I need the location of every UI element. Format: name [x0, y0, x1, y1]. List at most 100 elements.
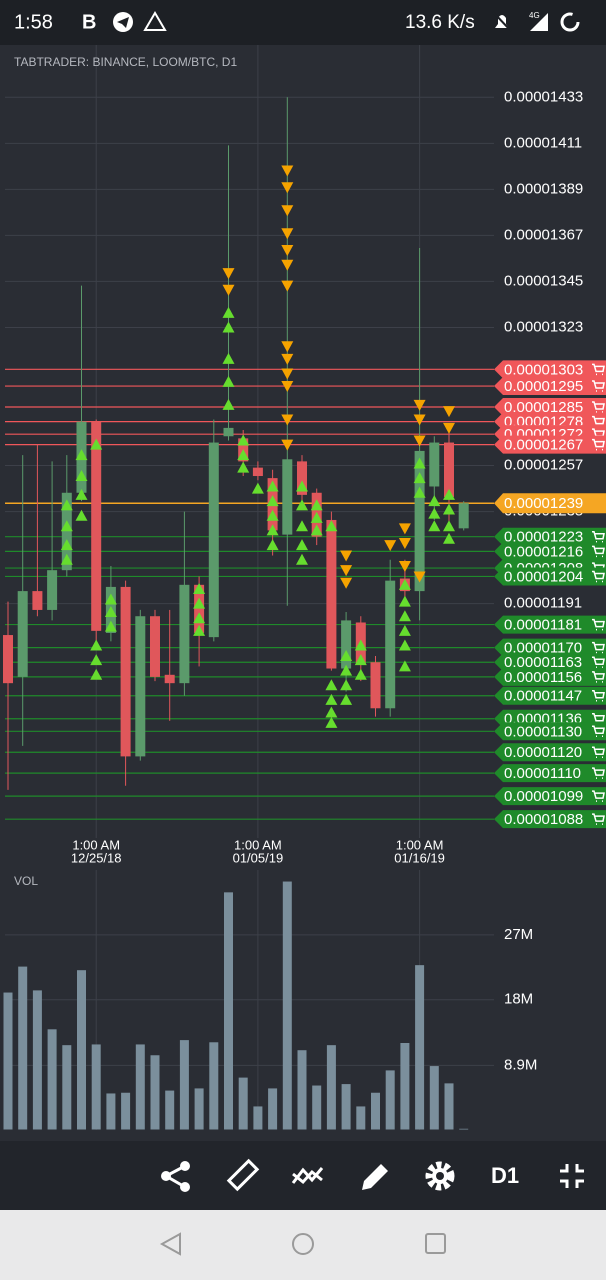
buy-marker [443, 532, 455, 544]
candle-body [282, 459, 293, 535]
buy-marker [398, 624, 411, 636]
candle-body [297, 461, 307, 495]
candle-body [458, 503, 469, 529]
order-label-box [494, 377, 606, 396]
volume-bar [459, 1128, 469, 1130]
buy-marker [266, 495, 279, 507]
nav-recents[interactable] [425, 1233, 446, 1254]
sell-marker [222, 284, 235, 296]
buy-marker [354, 654, 367, 666]
buy-marker [266, 480, 279, 492]
nav-home[interactable] [292, 1233, 314, 1255]
y-tick-label: 18M [504, 991, 533, 1008]
timeframe-button[interactable]: D1 [491, 1163, 519, 1188]
share-button[interactable] [161, 1161, 190, 1192]
order-label-box [494, 527, 606, 546]
sell-marker [281, 259, 294, 271]
volume-bar [91, 1044, 101, 1130]
volume-bar [165, 1090, 175, 1130]
sell-marker [413, 435, 426, 447]
volume-bar [341, 1084, 351, 1130]
buy-marker [193, 583, 206, 595]
order-label-box [494, 743, 606, 762]
volume-bar [150, 1055, 160, 1130]
buy-marker [398, 578, 411, 590]
order-label-box [494, 810, 606, 829]
sell-marker [398, 560, 411, 572]
buy-marker [443, 488, 455, 500]
volume-bar [62, 1045, 72, 1130]
sell-marker [281, 245, 294, 257]
last-price-box [494, 493, 606, 514]
volume-bar [326, 1045, 336, 1130]
y-tick-label: 0.00001191 [504, 595, 582, 612]
buy-marker [296, 553, 308, 565]
buy-marker [310, 524, 323, 536]
toolbar [0, 1141, 606, 1210]
volume-bar [47, 1029, 57, 1130]
candle-body [326, 519, 337, 669]
draw-button[interactable] [362, 1164, 388, 1190]
buy-marker [90, 438, 103, 450]
order-label: 0.00001223 [504, 529, 583, 546]
buy-marker [413, 457, 426, 469]
buy-marker [296, 480, 308, 492]
nav-back[interactable] [159, 1232, 181, 1256]
x-tick-label: 01/05/19 [233, 850, 284, 865]
y-tick-label: 0.00001389 [504, 180, 583, 197]
cart-icon [592, 813, 605, 825]
buy-marker [75, 470, 88, 482]
candle-body [414, 450, 425, 592]
volume-bar [194, 1088, 204, 1130]
buy-marker [428, 507, 441, 519]
buy-marker [428, 520, 441, 532]
buy-marker [60, 520, 73, 532]
sell-marker [443, 406, 455, 418]
sell-marker [281, 414, 294, 426]
buy-marker [193, 612, 206, 624]
buy-marker [75, 509, 88, 521]
sell-marker [281, 341, 294, 353]
order-label: 0.00001130 [504, 723, 582, 740]
signal-icon [530, 13, 548, 31]
order-label-box [494, 653, 606, 672]
volume-bar [385, 1070, 395, 1130]
order-label-box [494, 686, 606, 705]
settings-button[interactable] [425, 1161, 455, 1191]
sell-marker [281, 368, 294, 380]
buy-marker [398, 639, 411, 651]
candle-body [164, 674, 175, 684]
x-tick-time: 1:00 AM [72, 837, 120, 852]
order-label: 0.00001204 [504, 568, 583, 585]
order-label-box [494, 722, 606, 741]
volume-bar [238, 1077, 248, 1130]
candle-body [208, 442, 219, 638]
candle-body [252, 467, 263, 477]
buy-marker [222, 352, 235, 364]
buy-marker [222, 306, 235, 318]
order-label-box [494, 397, 606, 416]
cart-icon [592, 363, 605, 376]
cart-icon [592, 401, 605, 413]
buy-marker [354, 639, 367, 651]
cart-icon [592, 380, 605, 392]
volume-bar [179, 1040, 189, 1130]
candle-body [32, 591, 43, 610]
buy-marker [90, 639, 103, 651]
volume-bar [3, 992, 13, 1130]
candle-body [91, 421, 102, 631]
order-label: 0.00001216 [504, 543, 583, 560]
buy-marker [75, 449, 88, 461]
nav-bar [0, 1210, 606, 1280]
fullscreen-exit-button[interactable] [560, 1164, 584, 1188]
sell-marker [281, 182, 294, 194]
order-label-box [494, 542, 606, 561]
buy-marker [266, 509, 279, 521]
candle-body [135, 616, 146, 757]
ruler-button[interactable] [226, 1158, 260, 1192]
status-app-icon: B [82, 11, 96, 33]
indicators-button[interactable] [291, 1167, 324, 1185]
sell-marker [281, 165, 294, 177]
volume-bar [32, 990, 42, 1130]
